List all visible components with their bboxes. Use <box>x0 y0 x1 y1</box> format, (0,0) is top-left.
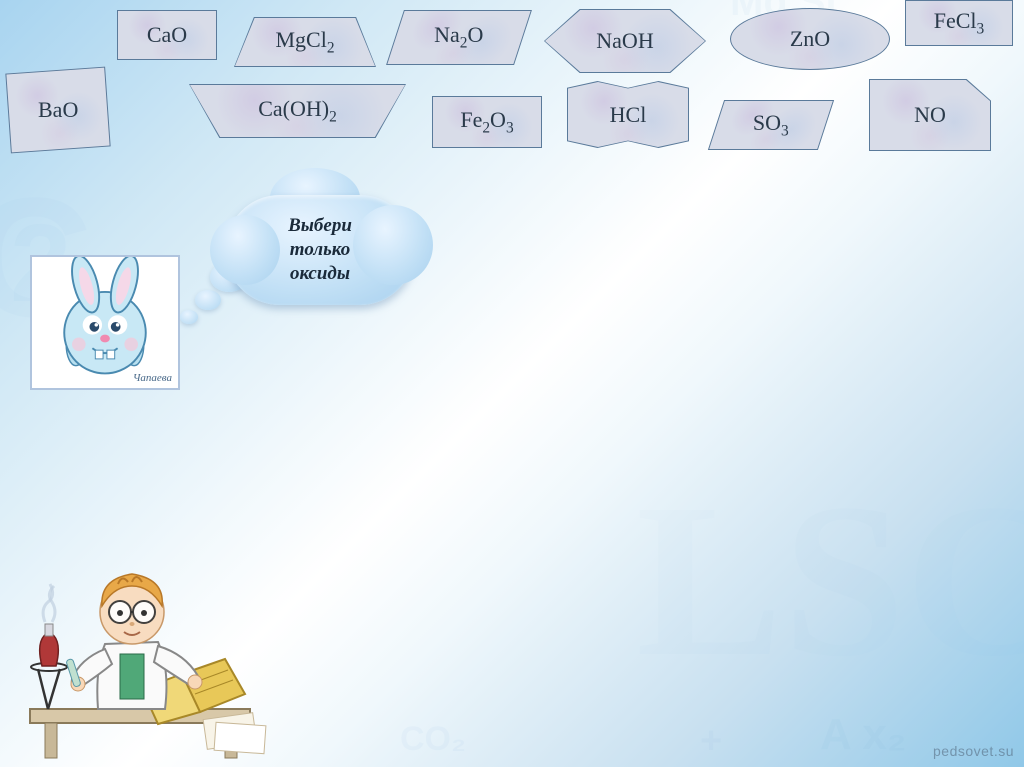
bunny-icon <box>32 257 178 388</box>
shape-mgcl2[interactable]: MgCl2 <box>235 18 375 66</box>
bg-deco-4: A x₂ <box>820 710 906 760</box>
thought-bubble-med <box>195 290 221 310</box>
label-zno: ZnO <box>790 26 830 52</box>
label-cao: CaO <box>147 22 187 48</box>
thought-bubble-small <box>180 310 198 324</box>
label-so3: SO3 <box>753 110 789 140</box>
label-hcl: HCl <box>610 102 647 128</box>
watermark: pedsovet.su <box>933 743 1014 759</box>
shape-fecl3[interactable]: FeCl3 <box>905 0 1013 46</box>
shape-na2o[interactable]: Na2O <box>386 10 532 65</box>
shape-zno[interactable]: ZnO <box>730 8 890 70</box>
label-mgcl2: MgCl2 <box>275 27 334 57</box>
label-naoh: NaOH <box>596 28 653 54</box>
shape-so3[interactable]: SO3 <box>708 100 834 150</box>
bg-deco-3: CO₂ <box>400 720 466 759</box>
bg-deco-5: + <box>700 720 722 763</box>
label-fecl3: FeCl3 <box>934 8 985 38</box>
label-bao: BaO <box>38 97 78 123</box>
label-no: NO <box>914 102 946 128</box>
label-caoh2: Ca(OH)2 <box>258 96 337 126</box>
chemist-icon <box>0 524 280 759</box>
label-fe2o3: Fe2O3 <box>460 107 513 137</box>
cloud-line2: только <box>288 238 352 262</box>
cloud-line1: Выбери <box>288 214 352 238</box>
cloud-line3: оксиды <box>288 262 352 286</box>
character-name: Чапаева <box>133 372 172 384</box>
shape-hcl[interactable]: HCl <box>568 82 688 147</box>
shape-fe2o3[interactable]: Fe2O3 <box>432 96 542 148</box>
shape-cao[interactable]: CaO <box>117 10 217 60</box>
chemist-illustration <box>0 524 280 759</box>
shape-bao[interactable]: BaO <box>5 67 110 154</box>
shape-caoh2[interactable]: Ca(OH)2 <box>190 85 405 137</box>
shape-no[interactable]: NO <box>870 80 990 150</box>
cloud-callout: Выбери только оксиды <box>220 190 420 320</box>
label-na2o: Na2O <box>434 22 483 52</box>
character-bunny: Чапаева <box>30 255 180 390</box>
bg-deco-big: LSC <box>636 454 1024 707</box>
